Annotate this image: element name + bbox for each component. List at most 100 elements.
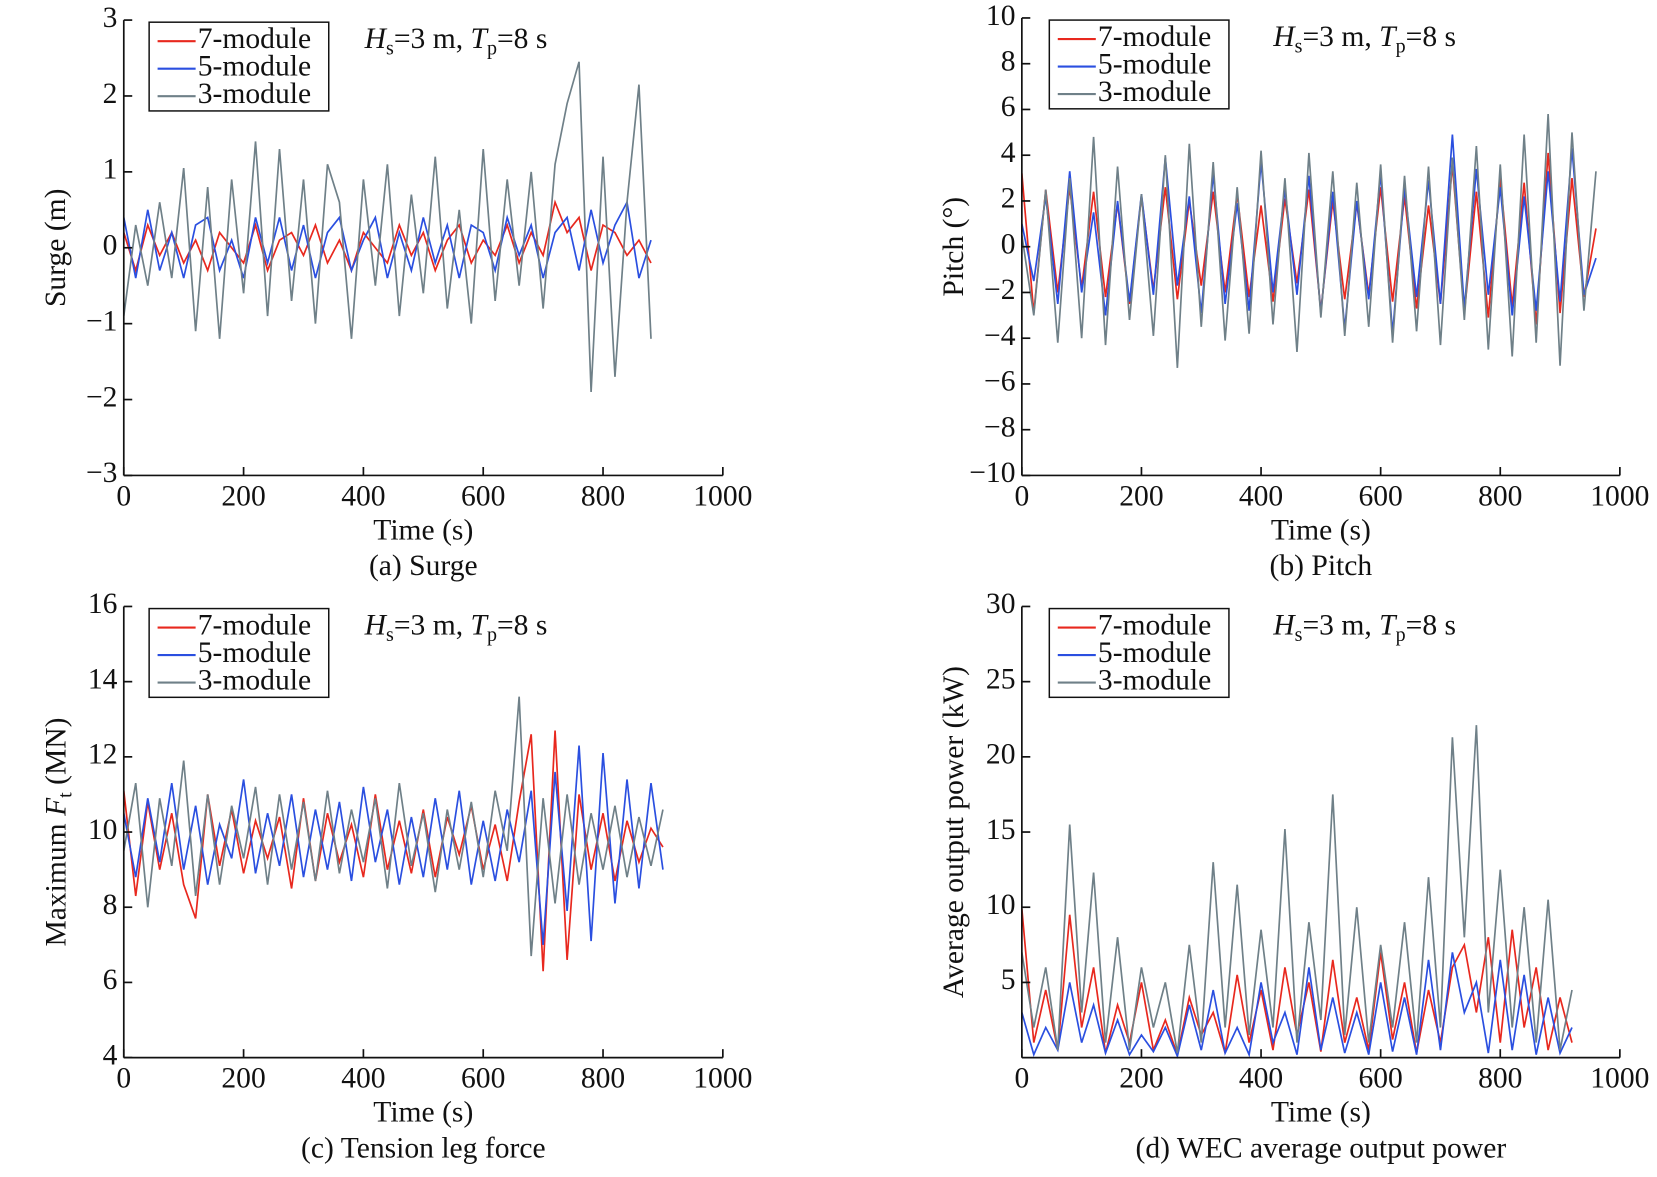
legend-label: 3-module xyxy=(1098,664,1211,696)
text-part: T xyxy=(471,23,490,55)
legend-label: 7-module xyxy=(198,609,311,641)
annotation: Hs=3 m, Tp=8 s xyxy=(1272,609,1456,645)
y-tick-label: −1 xyxy=(86,305,117,337)
y-tick-label: 2 xyxy=(1001,183,1016,215)
x-tick-label: 200 xyxy=(221,1063,265,1095)
caption: (c) Tension leg force xyxy=(301,1132,546,1164)
x-tick-label: 1000 xyxy=(693,1063,752,1095)
y-tick-label: 14 xyxy=(88,663,118,695)
y-tick-label: 0 xyxy=(1001,228,1016,260)
text-part: Maximum xyxy=(40,816,72,947)
legend-label: 5-module xyxy=(198,637,311,669)
x-tick-label: 600 xyxy=(1358,480,1402,512)
caption: (d) WEC average output power xyxy=(1136,1132,1507,1164)
x-tick-label: 0 xyxy=(116,480,131,512)
text-part: =3 m, xyxy=(394,609,471,641)
x-tick-label: 800 xyxy=(1478,480,1522,512)
y-tick-label: 0 xyxy=(103,230,118,262)
legend-label: 3-module xyxy=(1098,76,1211,108)
text-part: H xyxy=(1272,21,1296,53)
text-part: s xyxy=(1295,35,1303,57)
x-tick-label: 200 xyxy=(221,480,265,512)
y-tick-label: 10 xyxy=(986,889,1016,921)
y-tick-label: 8 xyxy=(1001,45,1016,77)
y-tick-label: −6 xyxy=(984,366,1015,398)
x-tick-label: 1000 xyxy=(1590,480,1649,512)
text-part: p xyxy=(487,37,497,59)
x-axis-label: Time (s) xyxy=(373,514,473,546)
y-tick-label: 10 xyxy=(986,0,1016,32)
y-tick-label: 30 xyxy=(986,588,1016,620)
annotation: Hs=3 m, Tp=8 s xyxy=(1272,21,1456,57)
text-part: s xyxy=(386,624,394,646)
caption: (b) Pitch xyxy=(1270,550,1373,582)
x-tick-label: 400 xyxy=(341,480,385,512)
y-tick-label: −10 xyxy=(969,457,1015,489)
text-part: F xyxy=(40,797,72,817)
annotation: Hs=3 m, Tp=8 s xyxy=(364,23,548,59)
x-tick-label: 600 xyxy=(1358,1063,1402,1095)
text-part: T xyxy=(1379,21,1398,53)
x-tick-label: 600 xyxy=(461,1063,505,1095)
y-axis-label: Average output power (kW) xyxy=(938,666,970,998)
x-tick-label: 0 xyxy=(116,1063,131,1095)
y-tick-label: 1 xyxy=(103,154,118,186)
text-part: T xyxy=(471,609,490,641)
text-part: =3 m, xyxy=(1302,609,1379,641)
x-tick-label: 0 xyxy=(1014,480,1029,512)
y-axis-label: Surge (m) xyxy=(40,188,72,307)
text-part: H xyxy=(1272,609,1296,641)
x-tick-label: 800 xyxy=(581,1063,625,1095)
x-axis-label: Time (s) xyxy=(373,1096,473,1128)
y-tick-label: 5 xyxy=(1001,964,1016,996)
x-tick-label: 200 xyxy=(1119,1063,1163,1095)
text-part: s xyxy=(386,37,394,59)
y-tick-label: −2 xyxy=(86,381,117,413)
y-axis-label: Maximum Ft (MN) xyxy=(40,718,76,947)
x-tick-label: 400 xyxy=(1239,1063,1283,1095)
legend-label: 7-module xyxy=(1098,21,1211,53)
data-line xyxy=(1021,725,1573,1054)
legend-label: 5-module xyxy=(198,50,311,82)
text-part: =8 s xyxy=(1406,21,1456,53)
y-tick-label: 3 xyxy=(103,2,118,34)
text-part: =8 s xyxy=(497,23,547,55)
text-part: s xyxy=(1295,624,1303,646)
y-tick-label: −2 xyxy=(984,274,1015,306)
y-tick-label: 15 xyxy=(986,814,1016,846)
y-tick-label: 6 xyxy=(103,964,118,996)
x-tick-label: 200 xyxy=(1119,480,1163,512)
y-tick-label: −8 xyxy=(984,411,1015,443)
x-tick-label: 800 xyxy=(1478,1063,1522,1095)
x-tick-label: 0 xyxy=(1014,1063,1029,1095)
text-part: t xyxy=(54,792,76,798)
caption: (a) Surge xyxy=(369,550,478,582)
text-part: =3 m, xyxy=(1302,21,1379,53)
x-tick-label: 400 xyxy=(1239,480,1283,512)
y-axis-label: Pitch (°) xyxy=(938,197,970,297)
data-line xyxy=(1021,952,1573,1059)
y-tick-label: 8 xyxy=(103,889,118,921)
legend-label: 5-module xyxy=(1098,637,1211,669)
text-part: (MN) xyxy=(40,718,72,793)
text-part: T xyxy=(1379,609,1398,641)
x-tick-label: 1000 xyxy=(1590,1063,1649,1095)
text-part: p xyxy=(487,624,497,646)
y-tick-label: 12 xyxy=(88,739,118,771)
text-part: =3 m, xyxy=(394,23,471,55)
y-tick-label: 10 xyxy=(88,814,118,846)
text-part: =8 s xyxy=(1406,609,1456,641)
text-part: =8 s xyxy=(497,609,547,641)
data-line xyxy=(1021,113,1597,368)
y-tick-label: 20 xyxy=(986,739,1016,771)
legend-label: 3-module xyxy=(198,664,311,696)
legend-label: 7-module xyxy=(1098,609,1211,641)
x-tick-label: 800 xyxy=(581,480,625,512)
y-tick-label: −4 xyxy=(984,320,1016,352)
data-line xyxy=(122,61,652,393)
y-tick-label: 2 xyxy=(103,78,118,110)
x-axis-label: Time (s) xyxy=(1271,514,1371,546)
x-axis-label: Time (s) xyxy=(1271,1096,1371,1128)
annotation: Hs=3 m, Tp=8 s xyxy=(364,609,548,645)
